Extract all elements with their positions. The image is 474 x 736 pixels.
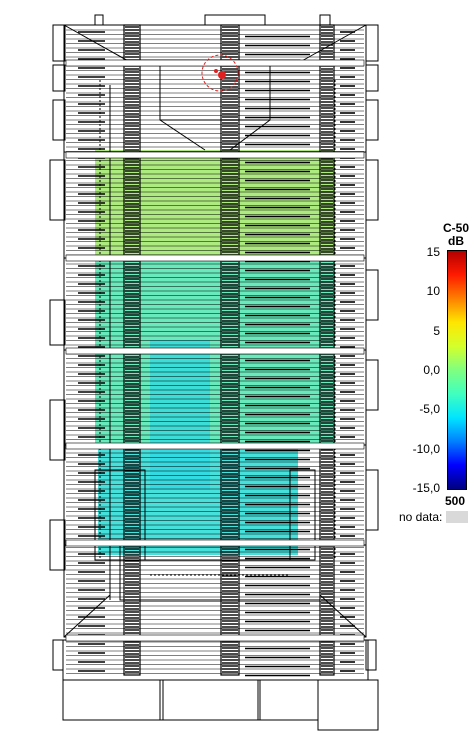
legend-tick-label: 10 (426, 284, 440, 299)
color-zone-upper (95, 150, 335, 255)
legend-tick-label: 5 (433, 323, 440, 338)
sound-source-marker (201, 54, 239, 92)
legend-frequency: 500 (445, 494, 466, 508)
seat-rows (65, 24, 365, 677)
legend-unit: dB (448, 234, 464, 248)
legend-tick-label: -5,0 (419, 402, 440, 417)
no-data-label: no data: (399, 510, 443, 524)
legend-tick-label: 15 (426, 245, 440, 259)
legend-tick-label: -10,0 (412, 441, 440, 456)
legend-tick-label: 0,0 (423, 363, 440, 377)
color-patch-low (150, 340, 210, 490)
no-data-swatch (446, 511, 468, 523)
legend-parameter: C-50 (442, 221, 469, 235)
legend-colorbar (447, 250, 467, 490)
legend-tick-label: -15,0 (412, 481, 440, 495)
hall-outline (49, 14, 379, 731)
